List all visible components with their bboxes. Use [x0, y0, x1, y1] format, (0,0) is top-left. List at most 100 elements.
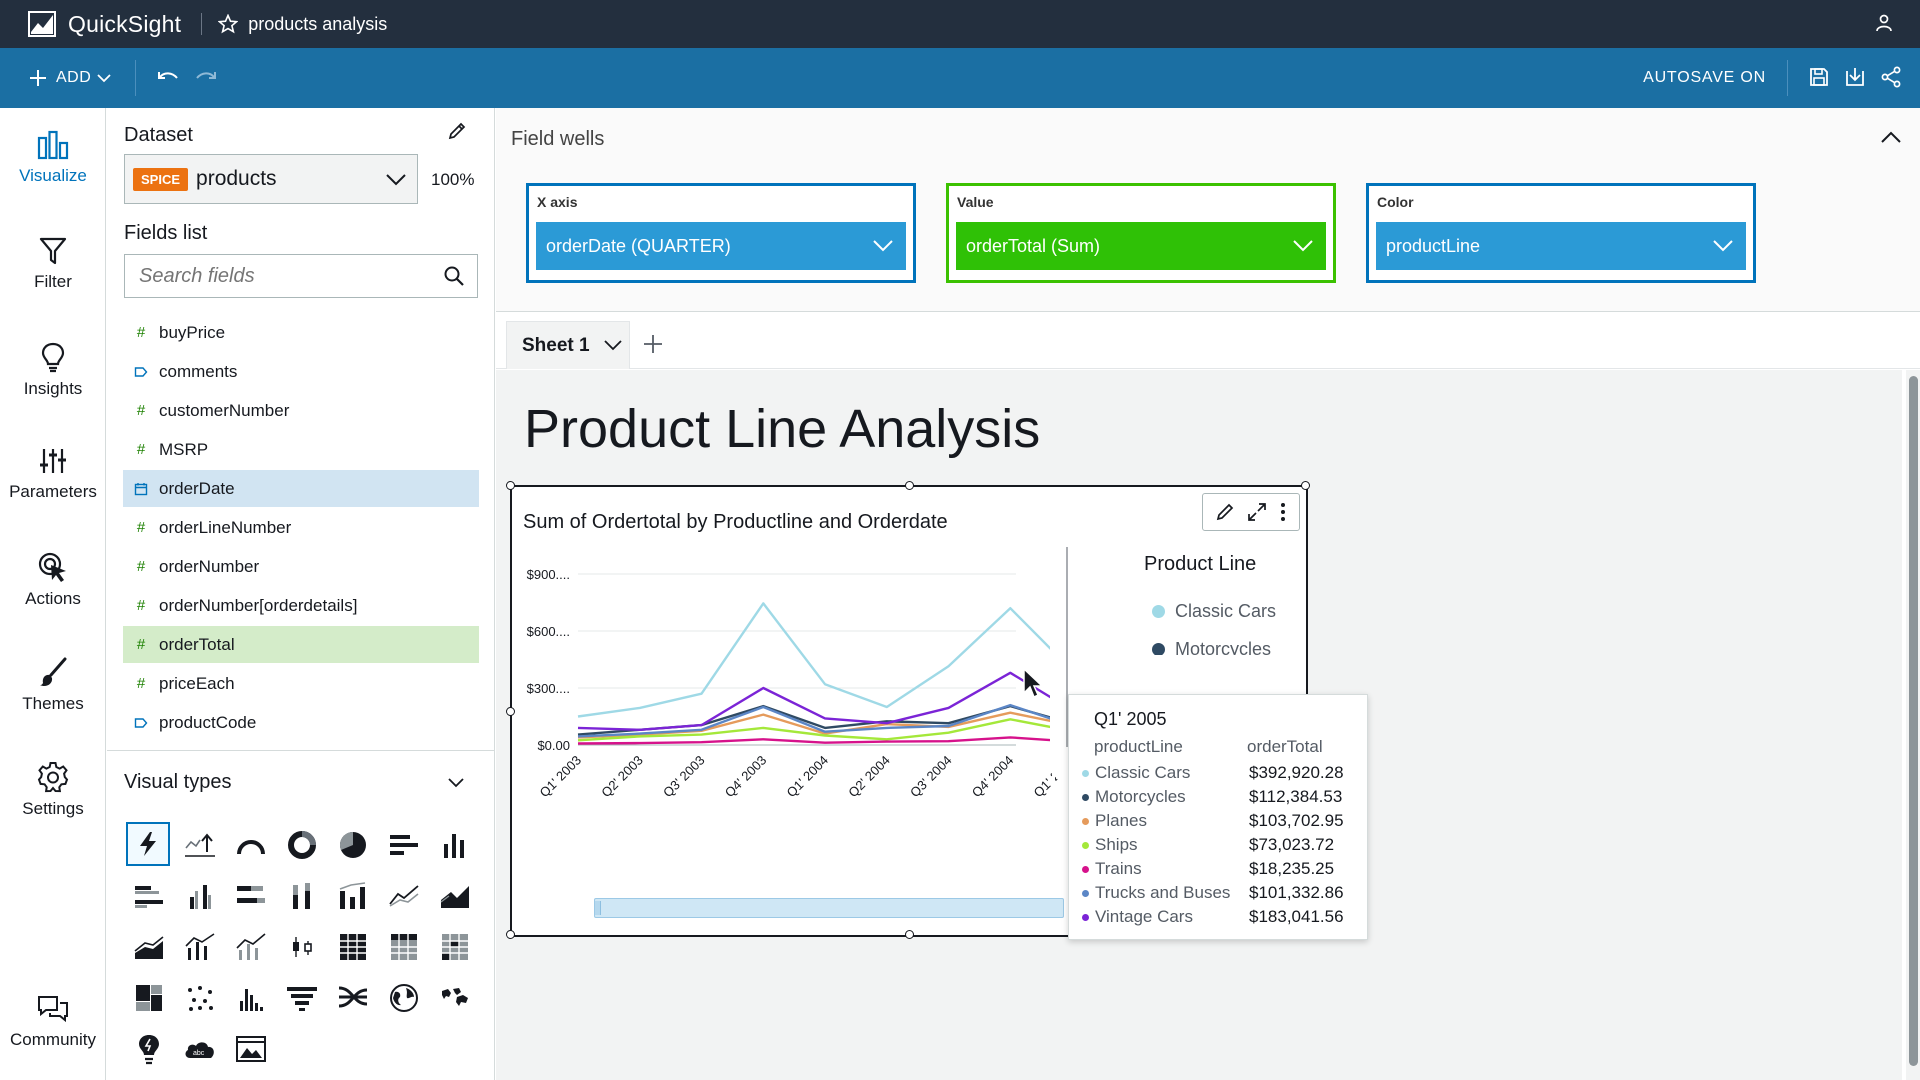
- rail-item-visualize[interactable]: Visualize: [0, 130, 106, 186]
- resize-handle[interactable]: [506, 481, 515, 490]
- field-item[interactable]: # orderNumber[orderdetails]: [123, 587, 479, 624]
- scatter-visual-type[interactable]: [174, 972, 225, 1023]
- rail-item-settings[interactable]: Settings: [0, 761, 106, 819]
- stacked-bar-visual-type[interactable]: [225, 870, 276, 921]
- rail-item-parameters[interactable]: Parameters: [0, 446, 106, 502]
- field-item[interactable]: comments: [123, 353, 479, 390]
- undo-button[interactable]: [156, 69, 180, 87]
- export-icon[interactable]: [1844, 66, 1866, 88]
- histogram-visual-type[interactable]: [225, 972, 276, 1023]
- field-item[interactable]: # buyPrice: [123, 314, 479, 351]
- rail-item-actions[interactable]: Actions: [0, 551, 106, 609]
- resize-handle[interactable]: [506, 930, 515, 939]
- resize-handle[interactable]: [1301, 481, 1310, 490]
- clustered-bar-visual-type[interactable]: [123, 870, 174, 921]
- analysis-name[interactable]: products analysis: [218, 14, 387, 35]
- filled-map-visual-type[interactable]: [378, 972, 429, 1023]
- canvas-scrollbar[interactable]: [1906, 370, 1920, 1080]
- donut-visual-type[interactable]: [276, 819, 327, 870]
- edit-dataset-button[interactable]: [447, 121, 467, 141]
- legend-item[interactable]: Motorcycles: [1152, 639, 1302, 655]
- field-item[interactable]: # orderLineNumber: [123, 509, 479, 546]
- quicksight-logo[interactable]: QuickSight: [28, 11, 181, 38]
- autograph-visual-type[interactable]: [126, 822, 170, 866]
- visual-more-button[interactable]: [1279, 502, 1287, 522]
- field-item[interactable]: orderDate: [123, 470, 479, 507]
- scroll-handle[interactable]: [595, 901, 601, 915]
- field-name: orderNumber: [159, 556, 260, 576]
- clustered-bar-icon: [134, 885, 163, 908]
- pivot-table-visual-type[interactable]: [378, 921, 429, 972]
- rail-item-insights[interactable]: Insights: [0, 341, 106, 399]
- box-plot-visual-type[interactable]: [276, 921, 327, 972]
- color-field-pill[interactable]: productLine: [1376, 222, 1746, 270]
- add-sheet-icon[interactable]: [642, 333, 664, 355]
- x-tick-label: Q3' 2003: [660, 753, 708, 801]
- chevron-down-icon: [1293, 240, 1313, 252]
- area-visual-type[interactable]: [429, 870, 480, 921]
- image-visual-type[interactable]: [225, 1023, 276, 1074]
- share-icon[interactable]: [1880, 66, 1902, 88]
- tooltip-row: Classic Cars $392,920.28: [1079, 761, 1369, 785]
- rail-item-themes[interactable]: Themes: [0, 656, 106, 714]
- chevron-down-icon[interactable]: [447, 775, 465, 789]
- rail-item-filter[interactable]: Filter: [0, 236, 106, 292]
- tree-map-visual-type[interactable]: [123, 972, 174, 1023]
- resize-handle[interactable]: [905, 481, 914, 490]
- search-icon[interactable]: [443, 265, 465, 287]
- stacked-column-visual-type[interactable]: [276, 870, 327, 921]
- field-item[interactable]: # MSRP: [123, 431, 479, 468]
- chevron-up-icon[interactable]: [1880, 130, 1902, 144]
- combo-visual-type[interactable]: [327, 870, 378, 921]
- points-map-visual-type[interactable]: [429, 972, 480, 1023]
- rail-item-community[interactable]: Community: [0, 994, 106, 1050]
- search-input[interactable]: [139, 264, 429, 288]
- chevron-down-icon[interactable]: [603, 338, 623, 352]
- pie-visual-type[interactable]: [327, 819, 378, 870]
- line-bar-visual-type[interactable]: [174, 921, 225, 972]
- word-cloud-visual-type[interactable]: abc: [174, 1023, 225, 1074]
- table-visual-type[interactable]: [327, 921, 378, 972]
- tooltip-column-value: orderTotal: [1247, 737, 1323, 756]
- heat-map-visual-type[interactable]: [429, 921, 480, 972]
- field-item[interactable]: # customerNumber: [123, 392, 479, 429]
- chart-scroll-bar[interactable]: [594, 898, 1064, 918]
- field-name: orderDate: [159, 478, 235, 498]
- tab-sheet-1[interactable]: Sheet 1: [506, 321, 630, 369]
- scroll-thumb[interactable]: [1909, 376, 1918, 1066]
- value-field-pill[interactable]: orderTotal (Sum): [956, 222, 1326, 270]
- tooltip-title: Q1' 2005: [1094, 709, 1167, 729]
- star-icon[interactable]: [218, 14, 239, 34]
- legend-item[interactable]: Classic Cars: [1152, 601, 1302, 639]
- field-item[interactable]: # orderNumber: [123, 548, 479, 585]
- stacked-area-visual-type[interactable]: [123, 921, 174, 972]
- field-item[interactable]: productCode: [123, 704, 479, 741]
- add-button[interactable]: ADD: [28, 68, 111, 88]
- expand-visual-button[interactable]: [1247, 502, 1267, 522]
- kpi-visual-type[interactable]: [174, 819, 225, 870]
- line-area-visual-type[interactable]: [225, 921, 276, 972]
- dataset-select[interactable]: SPICE products: [124, 154, 418, 204]
- autosave-status[interactable]: AUTOSAVE ON: [1643, 69, 1766, 86]
- hash-icon: #: [136, 402, 146, 419]
- user-icon[interactable]: [1874, 13, 1894, 33]
- field-item[interactable]: # orderTotal: [123, 626, 479, 663]
- gauge-visual-type[interactable]: [225, 819, 276, 870]
- field-item[interactable]: # priceEach: [123, 665, 479, 702]
- redo-button[interactable]: [194, 69, 218, 87]
- insight-visual-type[interactable]: [123, 1023, 174, 1074]
- edit-visual-button[interactable]: [1215, 502, 1235, 522]
- resize-handle[interactable]: [506, 707, 515, 716]
- hash-icon: #: [136, 519, 146, 536]
- x-axis-field-pill[interactable]: orderDate (QUARTER): [536, 222, 906, 270]
- vertical-bar-visual-type[interactable]: [429, 819, 480, 870]
- save-icon[interactable]: [1808, 66, 1830, 88]
- sankey-visual-type[interactable]: [327, 972, 378, 1023]
- line-visual-type[interactable]: [378, 870, 429, 921]
- funnel-visual-type[interactable]: [276, 972, 327, 1023]
- visual-title[interactable]: Sum of Ordertotal by Productline and Ord…: [523, 511, 948, 533]
- resize-handle[interactable]: [905, 930, 914, 939]
- horizontal-bar-visual-type[interactable]: [378, 819, 429, 870]
- clustered-column-visual-type[interactable]: [174, 870, 225, 921]
- sheet-title[interactable]: Product Line Analysis: [524, 399, 1041, 459]
